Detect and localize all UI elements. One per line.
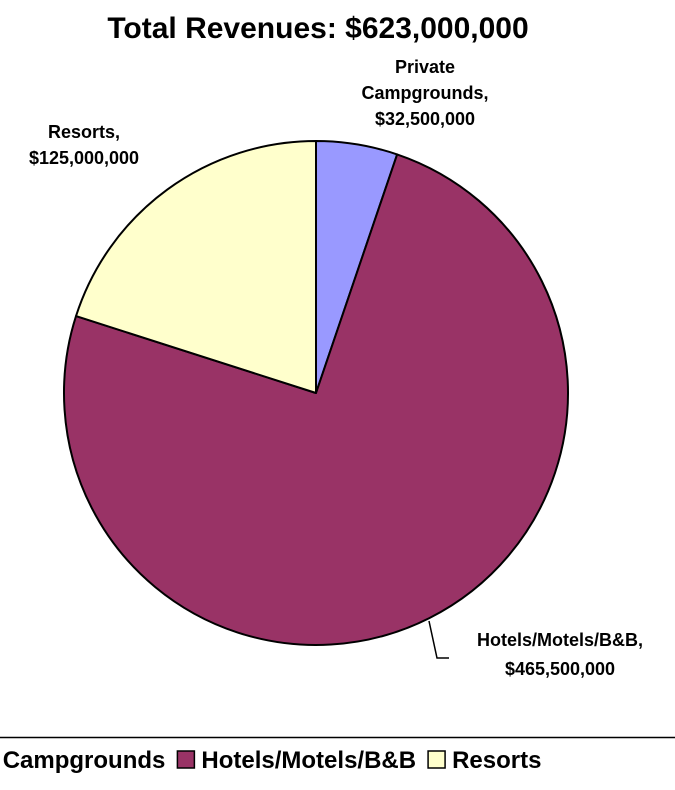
- data-label-hotels-motels-b-b: Hotels/Motels/B&B, $465,500,000: [477, 630, 643, 679]
- legend-label-hotels-motels-b-b: Hotels/Motels/B&B: [201, 747, 416, 774]
- leader-line-hotels-motels-b-b: [428, 620, 449, 659]
- slice-labels: Private Campgrounds, $32,500,000 Hotels/Mot…: [29, 57, 643, 679]
- legend-label-resorts: Resorts: [452, 747, 541, 774]
- legend-swatch-resorts: [427, 750, 446, 769]
- legend-swatch-hotels-motels-b-b: [176, 750, 196, 769]
- pie-slices: [63, 140, 569, 647]
- pie-slice-hotels-motels-b-b: [63, 153, 569, 647]
- legend-label-private-campgrounds: Private Campgrounds: [0, 747, 165, 774]
- data-label-resorts: Resorts, $125,000,000: [29, 122, 139, 168]
- legend: Private Campgrounds Hotels/Motels/B&B Reso…: [0, 747, 541, 774]
- chart-title: Total Revenues: $623,000,000: [107, 12, 528, 45]
- pie-slice-resorts: [75, 140, 317, 394]
- data-label-private-campgrounds: Private Campgrounds, $32,500,000: [361, 57, 488, 129]
